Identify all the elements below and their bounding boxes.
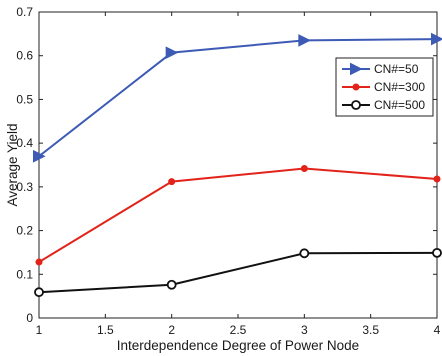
data-point: [34, 287, 44, 298]
data-point: [299, 248, 310, 259]
y-tick-label: 0.1: [16, 267, 33, 281]
x-tick-label: 1.5: [97, 323, 114, 337]
y-tick-label: 0.5: [16, 92, 33, 106]
data-point: [431, 32, 442, 46]
legend-marker: [351, 100, 361, 110]
legend-marker: [352, 83, 360, 91]
x-axis-label: Interdependence Degree of Power Node: [117, 338, 359, 353]
y-tick-label: 0.3: [16, 180, 33, 194]
y-tick-label: 0.6: [16, 49, 33, 63]
data-point: [33, 149, 46, 163]
series-layer: [33, 32, 442, 298]
data-point: [298, 34, 311, 47]
data-point: [165, 46, 179, 59]
x-tick-label: 4: [434, 323, 441, 337]
series-group: [33, 32, 442, 163]
axis-ticks: 1 1.5 2 2.5 3 3.5 4 0 0.1 0.2 0.3 0.4 0.5 0.6 0.7: [16, 5, 440, 337]
data-point: [35, 258, 43, 266]
data-point: [300, 164, 308, 172]
legend: CN#=50 CN#=300 CN#=500: [335, 57, 434, 117]
x-tick-label: 2: [168, 323, 175, 337]
y-tick-label: 0.7: [16, 5, 33, 19]
y-tick-label: 0.2: [16, 224, 33, 238]
legend-label: CN#=50: [374, 62, 419, 76]
data-point: [168, 178, 176, 186]
x-tick-label: 3: [301, 323, 308, 337]
data-point: [433, 175, 441, 183]
x-tick-label: 1: [36, 323, 43, 337]
x-tick-label: 2.5: [230, 323, 247, 337]
legend-item: CN#=50: [342, 62, 419, 76]
series-line: [38, 38, 438, 158]
y-axis-label: Average Yield: [5, 123, 20, 206]
legend-marker: [350, 62, 363, 76]
series-line: [38, 251, 438, 294]
y-tick-label: 0.4: [16, 136, 33, 150]
data-point: [166, 279, 177, 290]
legend-item: CN#=300: [342, 80, 425, 94]
legend-label: CN#=300: [374, 80, 425, 94]
series-line: [38, 167, 438, 263]
y-tick-label: 0: [26, 311, 33, 325]
x-tick-label: 3.5: [362, 323, 379, 337]
series-group: [35, 164, 441, 266]
legend-label: CN#=500: [374, 98, 425, 112]
legend-item: CN#=500: [342, 98, 425, 112]
data-point: [432, 247, 442, 258]
series-group: [34, 247, 442, 298]
